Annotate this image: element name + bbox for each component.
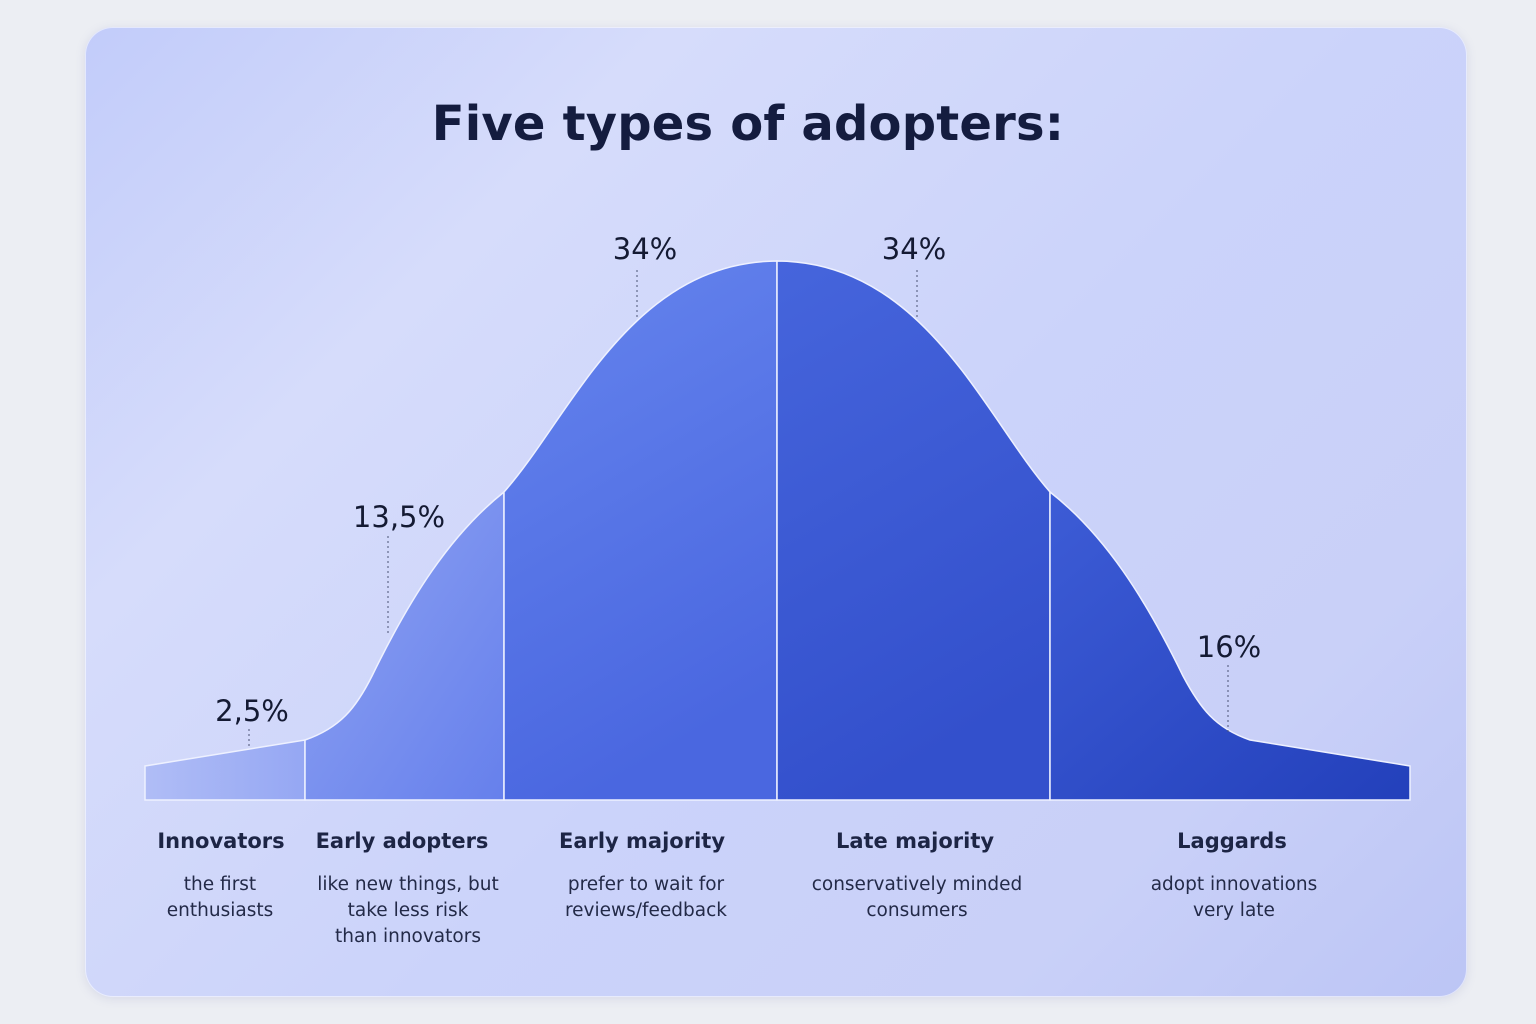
desc-late-majority: conservatively minded consumers: [811, 874, 1023, 921]
label-innovators: Innovators: [157, 829, 285, 853]
diagram-title: Five types of adopters:: [431, 96, 1065, 152]
segment-early-adopters: [304, 490, 505, 801]
label-early-adopters: Early adopters: [315, 829, 489, 853]
segment-innovators: [144, 739, 306, 801]
label-early-majority: Early majority: [558, 829, 726, 853]
desc-early-adopters: like new things, but take less risk than…: [317, 874, 499, 947]
percent-innovators: 2,5%: [215, 694, 289, 728]
percent-early-majority: 34%: [613, 232, 677, 266]
segment-early-majority: [503, 260, 778, 801]
segment-laggards: [1049, 490, 1411, 801]
desc-early-majority: prefer to wait for reviews/feedback: [564, 874, 728, 921]
segment-late-majority: [776, 260, 1051, 801]
percent-early-adopters: 13,5%: [353, 500, 445, 534]
percent-late-majority: 34%: [882, 232, 946, 266]
percent-laggards: 16%: [1197, 630, 1261, 664]
desc-laggards: adopt innovations very late: [1150, 874, 1318, 921]
label-late-majority: Late majority: [835, 829, 995, 853]
desc-innovators: the first enthusiasts: [166, 874, 274, 921]
label-laggards: Laggards: [1177, 829, 1287, 853]
